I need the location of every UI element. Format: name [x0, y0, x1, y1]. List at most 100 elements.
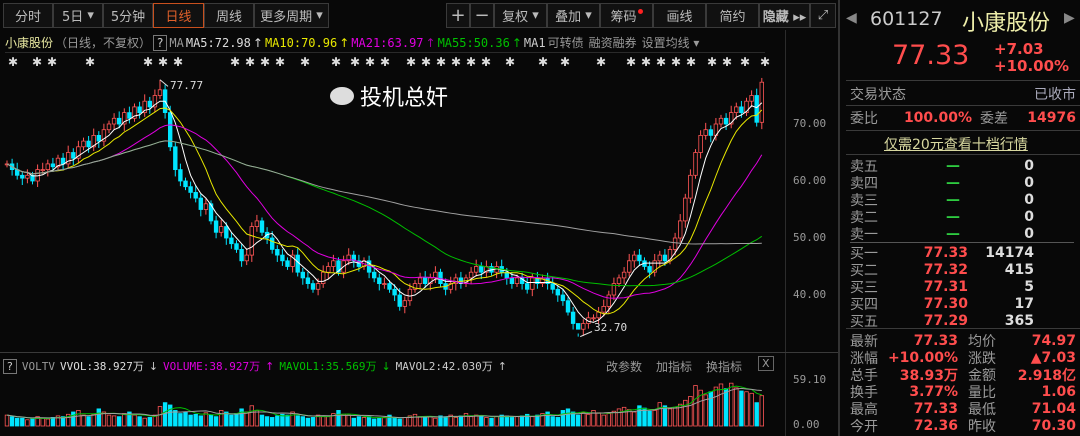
info-marker-icon[interactable]: ✱ [260, 55, 271, 69]
candle-up [601, 305, 606, 313]
draw-line-button[interactable]: 画线 [653, 3, 706, 28]
candle-up [718, 117, 724, 125]
price-change: +7.03 [994, 40, 1044, 58]
stat-label: 涨幅 [850, 350, 878, 367]
convertible-bond-link[interactable]: 可转债 [547, 36, 584, 50]
volume-bar [30, 418, 35, 427]
price-chart[interactable] [0, 0, 840, 436]
info-marker-icon[interactable]: ✱ [245, 55, 256, 69]
volume-bar [683, 399, 688, 427]
candle-up [40, 169, 45, 172]
tab-weekly[interactable]: 周线 [204, 3, 254, 28]
info-marker-icon[interactable]: ✱ [760, 55, 771, 69]
info-marker-icon[interactable]: ✱ [436, 55, 447, 69]
candle-up [76, 146, 81, 159]
fullscreen-icon[interactable]: ⤢ [810, 3, 836, 28]
mavol2-line [6, 387, 762, 419]
info-marker-icon[interactable]: ✱ [8, 55, 19, 69]
ask-price: — [946, 157, 960, 174]
stock-name: 小康股份 [962, 11, 1051, 36]
next-stock-icon[interactable]: ▶ [1064, 10, 1075, 26]
info-marker-icon[interactable]: ✱ [32, 55, 43, 69]
close-indicator-button[interactable]: X [758, 356, 774, 371]
info-marker-icon[interactable]: ✱ [626, 55, 637, 69]
info-marker-icon[interactable]: ✱ [421, 55, 432, 69]
info-marker-icon[interactable]: ✱ [481, 55, 492, 69]
info-marker-icon[interactable]: ✱ [596, 55, 607, 69]
info-marker-icon[interactable]: ✱ [158, 55, 169, 69]
prev-stock-icon[interactable]: ◀ [846, 10, 857, 26]
info-marker-icon[interactable]: ✱ [686, 55, 697, 69]
last-price: 77.33 [892, 40, 970, 71]
info-marker-icon[interactable]: ✱ [707, 55, 718, 69]
add-indicator-button[interactable]: 加指标 [656, 360, 693, 374]
candle-up [142, 100, 147, 113]
info-marker-icon[interactable]: ✱ [451, 55, 462, 69]
stat-label: 今开 [850, 418, 878, 435]
margin-trading-link[interactable]: 融资融券 [588, 36, 637, 50]
zoom-out-button[interactable]: − [470, 3, 494, 28]
switch-indicator-button[interactable]: 换指标 [706, 360, 743, 374]
info-marker-icon[interactable]: ✱ [275, 55, 286, 69]
hide-panel-button[interactable]: 隐藏 ▸▸ [759, 3, 810, 28]
info-marker-icon[interactable]: ✱ [740, 55, 751, 69]
ma55-line [6, 140, 763, 287]
help-button[interactable]: ? [3, 358, 17, 374]
info-marker-icon[interactable]: ✱ [641, 55, 652, 69]
set-ma-dropdown[interactable]: 设置均线 ▾ [641, 36, 700, 50]
info-marker-icon[interactable]: ✱ [47, 55, 58, 69]
bid-label: 买三 [850, 279, 878, 296]
candle-down [285, 260, 290, 267]
tab-5day[interactable]: 5日 ▾ [53, 3, 103, 28]
info-marker-icon[interactable]: ✱ [85, 55, 96, 69]
info-marker-icon[interactable]: ✱ [466, 55, 477, 69]
volume-bar [208, 414, 214, 427]
overlay-dropdown[interactable]: 叠加 ▾ [547, 3, 600, 28]
level2-promo-link[interactable]: 仅需20元查看十档行情 [884, 137, 1028, 153]
info-marker-icon[interactable]: ✱ [380, 55, 391, 69]
info-marker-icon[interactable]: ✱ [505, 55, 516, 69]
info-marker-icon[interactable]: ✱ [560, 55, 571, 69]
tab-5min[interactable]: 5分钟 [103, 3, 153, 28]
info-marker-icon[interactable]: ✱ [300, 55, 311, 69]
info-marker-icon[interactable]: ✱ [722, 55, 733, 69]
candle-down [310, 283, 316, 290]
info-marker-icon[interactable]: ✱ [331, 55, 342, 69]
info-marker-icon[interactable]: ✱ [365, 55, 376, 69]
zoom-in-button[interactable]: + [446, 3, 470, 28]
candle-down [280, 254, 285, 262]
chips-button[interactable]: 筹码 [600, 3, 653, 28]
ma21-value: MA21:63.97 [351, 35, 424, 50]
candle-down [525, 283, 530, 290]
info-marker-icon[interactable]: ✱ [350, 55, 361, 69]
simple-mode-button[interactable]: 简约 [706, 3, 759, 28]
volume-bar [331, 413, 336, 427]
arrow-up-icon: ↑ [497, 359, 507, 373]
info-marker-icon[interactable]: ✱ [173, 55, 184, 69]
volume-bar [40, 417, 45, 427]
candle-down [754, 95, 759, 123]
volume-bar [479, 415, 484, 427]
candle-up [101, 129, 107, 142]
candle-down [275, 248, 280, 256]
edit-params-button[interactable]: 改参数 [606, 360, 643, 374]
help-button[interactable]: ? [153, 34, 168, 51]
info-marker-icon[interactable]: ✱ [230, 55, 241, 69]
info-marker-icon[interactable]: ✱ [143, 55, 154, 69]
ask-volume: 0 [1024, 225, 1034, 242]
candle-up [683, 197, 688, 222]
fuquan-dropdown[interactable]: 复权 ▾ [494, 3, 547, 28]
info-marker-icon[interactable]: ✱ [656, 55, 667, 69]
info-marker-icon[interactable]: ✱ [406, 55, 417, 69]
candle-down [438, 271, 443, 285]
label: 筹码 [610, 10, 637, 25]
volume-bar [463, 413, 469, 427]
tab-more-periods[interactable]: 更多周期 ▾ [254, 3, 329, 28]
bid-price: 77.30 [923, 295, 968, 312]
tab-daily[interactable]: 日线 [153, 3, 204, 28]
info-marker-icon[interactable]: ✱ [671, 55, 682, 69]
info-marker-icon[interactable]: ✱ [538, 55, 549, 69]
indicator-name: VOLTV [21, 359, 55, 373]
tab-intraday[interactable]: 分时 [3, 3, 53, 28]
bid-row: 买一 77.33 14174 [850, 244, 1076, 262]
